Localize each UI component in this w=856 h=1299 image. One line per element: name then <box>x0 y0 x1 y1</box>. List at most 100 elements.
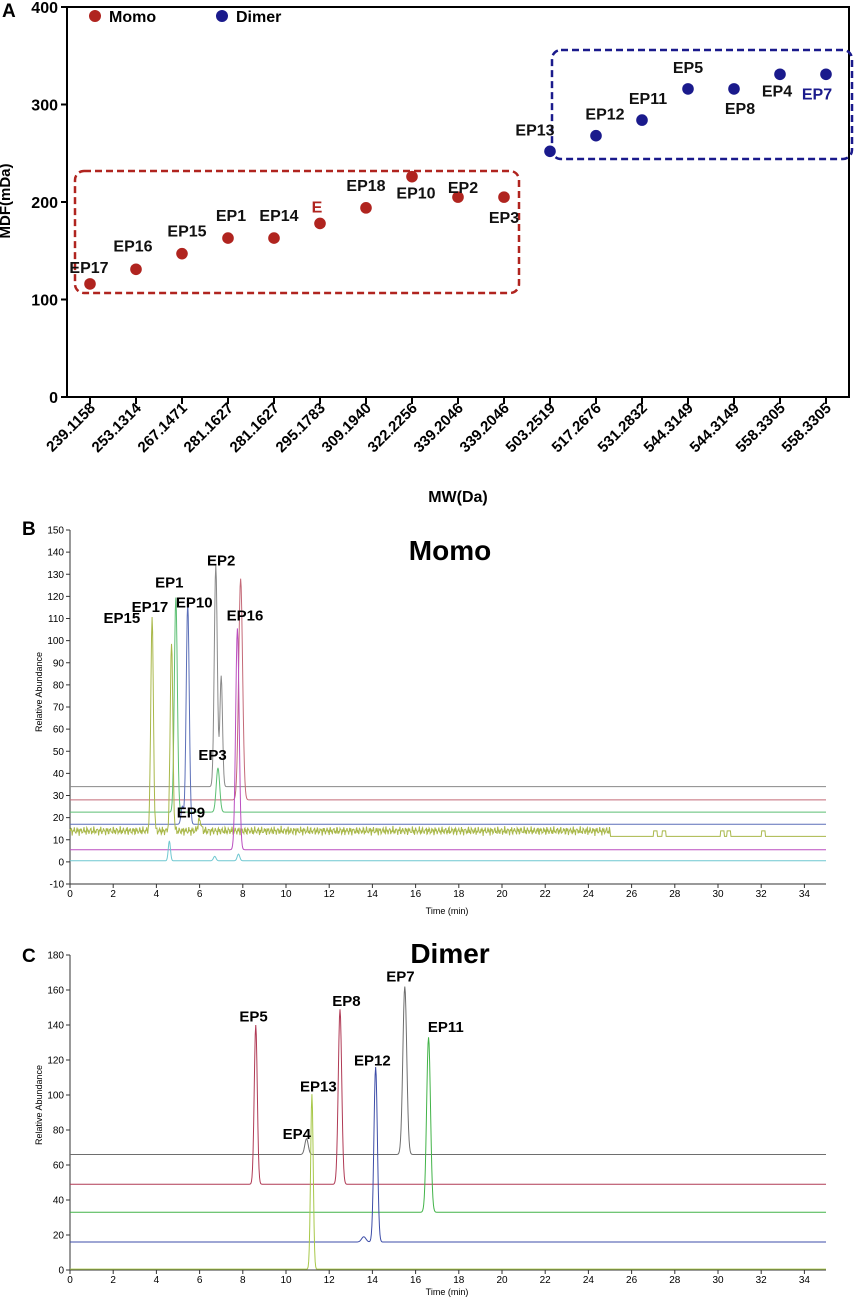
momo-group-box <box>73 169 521 295</box>
c-trace-2 <box>70 1009 826 1185</box>
b-peak-label-ep16: EP16 <box>227 608 264 625</box>
point-ep7 <box>820 68 832 81</box>
legend-label-momo: Momo <box>109 9 156 26</box>
b-y-tick-label: 130 <box>47 570 64 581</box>
point-ep12 <box>590 129 602 142</box>
c-x-tick-label: 34 <box>799 1275 811 1286</box>
c-y-tick-label: 180 <box>47 951 64 962</box>
panel-a-letter: A <box>2 1 16 22</box>
point-ep17 <box>84 278 96 290</box>
a-x-tick-label: 558.3305 <box>779 400 835 456</box>
panel-a-y-axis: 0 100 200 300 400 <box>31 0 67 407</box>
point-label-ep10: EP10 <box>396 186 435 203</box>
c-y-tick-label: 160 <box>47 986 64 997</box>
c-y-tick-label: 140 <box>47 1021 64 1032</box>
point-ep18 <box>360 202 372 214</box>
panel-c-traces <box>70 986 826 1270</box>
b-trace-1 <box>70 565 826 788</box>
c-x-tick-label: 14 <box>367 1275 379 1286</box>
b-y-tick-label: 60 <box>53 725 65 736</box>
b-peak-label-ep1: EP1 <box>155 575 183 592</box>
b-y-tick-label: 10 <box>53 835 65 846</box>
b-x-tick-label: 30 <box>712 889 724 900</box>
legend-marker-dimer <box>216 10 228 22</box>
b-trace-5 <box>69 616 826 837</box>
b-peak-label-ep2: EP2 <box>207 552 235 569</box>
panel-c-letter: C <box>22 946 36 967</box>
panel-c-x-label: Time (min) <box>426 1287 469 1297</box>
a-x-tick-label: 281.1627 <box>181 400 237 456</box>
c-peak-label-ep8: EP8 <box>332 993 360 1010</box>
b-x-tick-label: 32 <box>756 889 768 900</box>
c-y-tick-label: 0 <box>58 1266 64 1277</box>
a-x-tick-label: 281.1627 <box>227 400 283 456</box>
b-x-tick-label: 16 <box>410 889 422 900</box>
panel-c-title: Dimer <box>410 938 489 969</box>
b-x-tick-label: 18 <box>453 889 465 900</box>
a-x-tick-label: 322.2256 <box>365 400 421 456</box>
b-peak-label-ep3: EP3 <box>198 747 226 764</box>
point-e <box>314 217 326 230</box>
a-x-tick-label: 339.2046 <box>411 400 467 456</box>
b-x-tick-label: 22 <box>540 889 552 900</box>
c-peak-label-ep13: EP13 <box>300 1079 337 1096</box>
b-trace-4 <box>70 602 826 825</box>
legend-label-dimer: Dimer <box>236 9 281 26</box>
panel-b-x-label: Time (min) <box>426 906 469 916</box>
panel-a-points: EP17 EP16 EP15 EP1 EP14 E EP18 EP10 EP2 EP3 EP13 EP… <box>69 60 832 290</box>
point-label-ep2: EP2 <box>448 180 478 197</box>
point-label-ep16: EP16 <box>113 238 152 255</box>
b-trace-3 <box>70 597 826 813</box>
b-y-tick-label: 20 <box>53 813 65 824</box>
point-label-ep11: EP11 <box>629 91 667 108</box>
b-x-tick-label: 14 <box>367 889 379 900</box>
point-label-ep5: EP5 <box>673 60 703 77</box>
point-ep5 <box>682 83 694 95</box>
point-label-ep18: EP18 <box>346 178 385 195</box>
c-peak-label-ep7: EP7 <box>386 968 414 985</box>
b-peak-label-ep17: EP17 <box>132 599 169 616</box>
c-x-tick-label: 32 <box>756 1275 768 1286</box>
legend-marker-momo <box>89 10 101 22</box>
point-ep1 <box>222 232 234 244</box>
point-ep13 <box>544 145 556 158</box>
c-trace-5 <box>70 1094 826 1270</box>
point-label-ep8: EP8 <box>725 101 755 118</box>
b-x-tick-label: 28 <box>669 889 681 900</box>
b-x-tick-label: 6 <box>197 889 203 900</box>
point-label-ep1: EP1 <box>216 208 246 225</box>
point-ep2 <box>452 191 464 203</box>
a-x-tick-label: 544.3149 <box>641 400 697 456</box>
c-y-tick-label: 60 <box>53 1161 65 1172</box>
c-trace-3 <box>70 1037 826 1213</box>
b-y-tick-label: 140 <box>47 548 64 559</box>
panel-a-legend: Momo Dimer <box>89 9 281 26</box>
c-x-tick-label: 10 <box>280 1275 292 1286</box>
b-y-tick-label: 80 <box>53 680 65 691</box>
b-y-tick-label: 0 <box>58 857 64 868</box>
a-x-tick-label: 531.2832 <box>595 400 651 456</box>
c-y-tick-label: 20 <box>53 1231 65 1242</box>
c-y-tick-label: 80 <box>53 1126 65 1137</box>
c-x-tick-label: 18 <box>453 1275 465 1286</box>
panel-b-traces <box>69 565 826 862</box>
c-x-tick-label: 0 <box>67 1275 73 1286</box>
panel-b-axes: -100102030405060708090100110120130140150… <box>47 526 826 900</box>
c-peak-label-ep5: EP5 <box>239 1009 267 1026</box>
c-x-tick-label: 26 <box>626 1275 638 1286</box>
panel-c-annotations: EP5 EP4 EP13 EP8 EP12 EP7 EP11 <box>239 968 463 1143</box>
b-peak-label-ep15: EP15 <box>103 610 140 627</box>
c-trace-4 <box>70 1066 826 1243</box>
c-x-tick-label: 20 <box>496 1275 508 1286</box>
b-x-tick-label: 2 <box>110 889 116 900</box>
b-y-tick-label: 90 <box>53 658 65 669</box>
c-x-tick-label: 24 <box>583 1275 595 1286</box>
b-trace-7 <box>70 840 826 862</box>
a-x-tick-label: 558.3305 <box>733 400 789 456</box>
a-y-tick-label: 300 <box>31 98 58 115</box>
c-x-tick-label: 4 <box>154 1275 160 1286</box>
b-y-tick-label: 70 <box>53 703 65 714</box>
